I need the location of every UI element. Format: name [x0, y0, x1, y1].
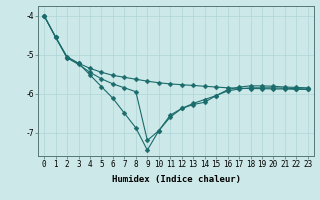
- X-axis label: Humidex (Indice chaleur): Humidex (Indice chaleur): [111, 175, 241, 184]
